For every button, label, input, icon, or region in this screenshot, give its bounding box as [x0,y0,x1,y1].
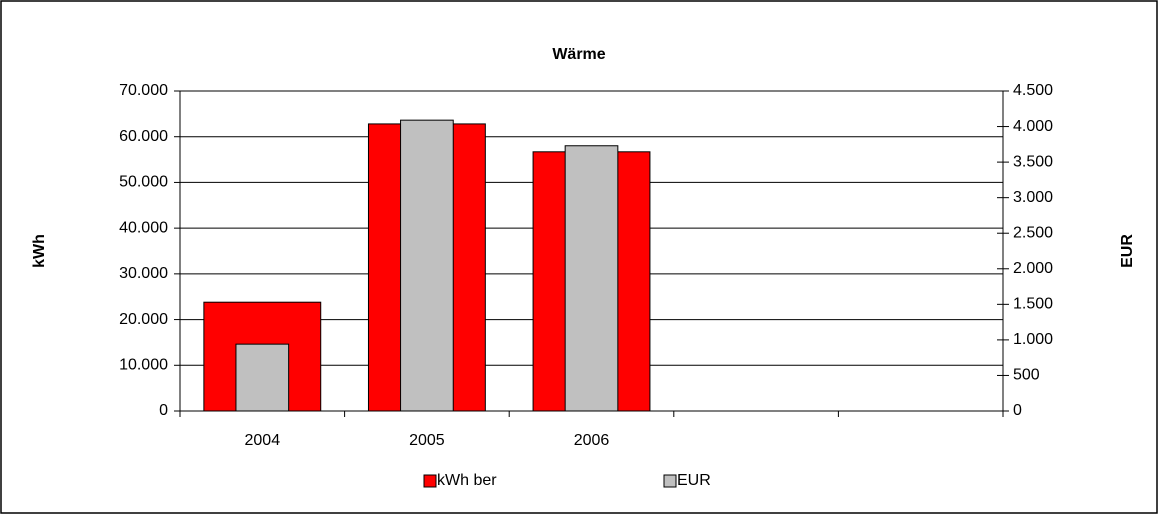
y-tick-label: 10.000 [119,357,168,374]
y2-tick-label: 3.000 [1013,189,1053,206]
y2-tick-label: 2.000 [1013,260,1053,277]
y2-tick-label: 3.500 [1013,153,1053,170]
y2-tick-label: 500 [1013,367,1040,384]
y-tick-label: 60.000 [119,128,168,145]
y-tick-label: 20.000 [119,311,168,328]
legend-swatch [423,474,437,488]
bar [564,145,619,412]
y-tick-label: 40.000 [119,219,168,236]
y2-axis-title: EUR [1119,234,1136,268]
legend-swatch [663,474,677,488]
y2-tick-label: 2.500 [1013,224,1053,241]
y-tick-label: 70.000 [119,82,168,99]
y2-tick-label: 0 [1013,402,1022,419]
y-axis-title: kWh [31,234,48,268]
bar [235,343,290,412]
legend-label: EUR [677,472,711,489]
bar [400,119,454,412]
y-tick-label: 0 [159,402,168,419]
x-tick-label: 2004 [245,432,281,449]
y2-tick-label: 1.000 [1013,331,1053,348]
y2-tick-label: 4.500 [1013,82,1053,99]
chart-title: Wärme [552,46,605,63]
x-tick-label: 2005 [409,432,445,449]
y-tick-label: 50.000 [119,174,168,191]
legend-label: kWh ber [437,472,497,489]
y2-tick-label: 4.000 [1013,118,1053,135]
x-tick-label: 2006 [574,432,610,449]
y-tick-label: 30.000 [119,265,168,282]
y2-tick-label: 1.500 [1013,296,1053,313]
